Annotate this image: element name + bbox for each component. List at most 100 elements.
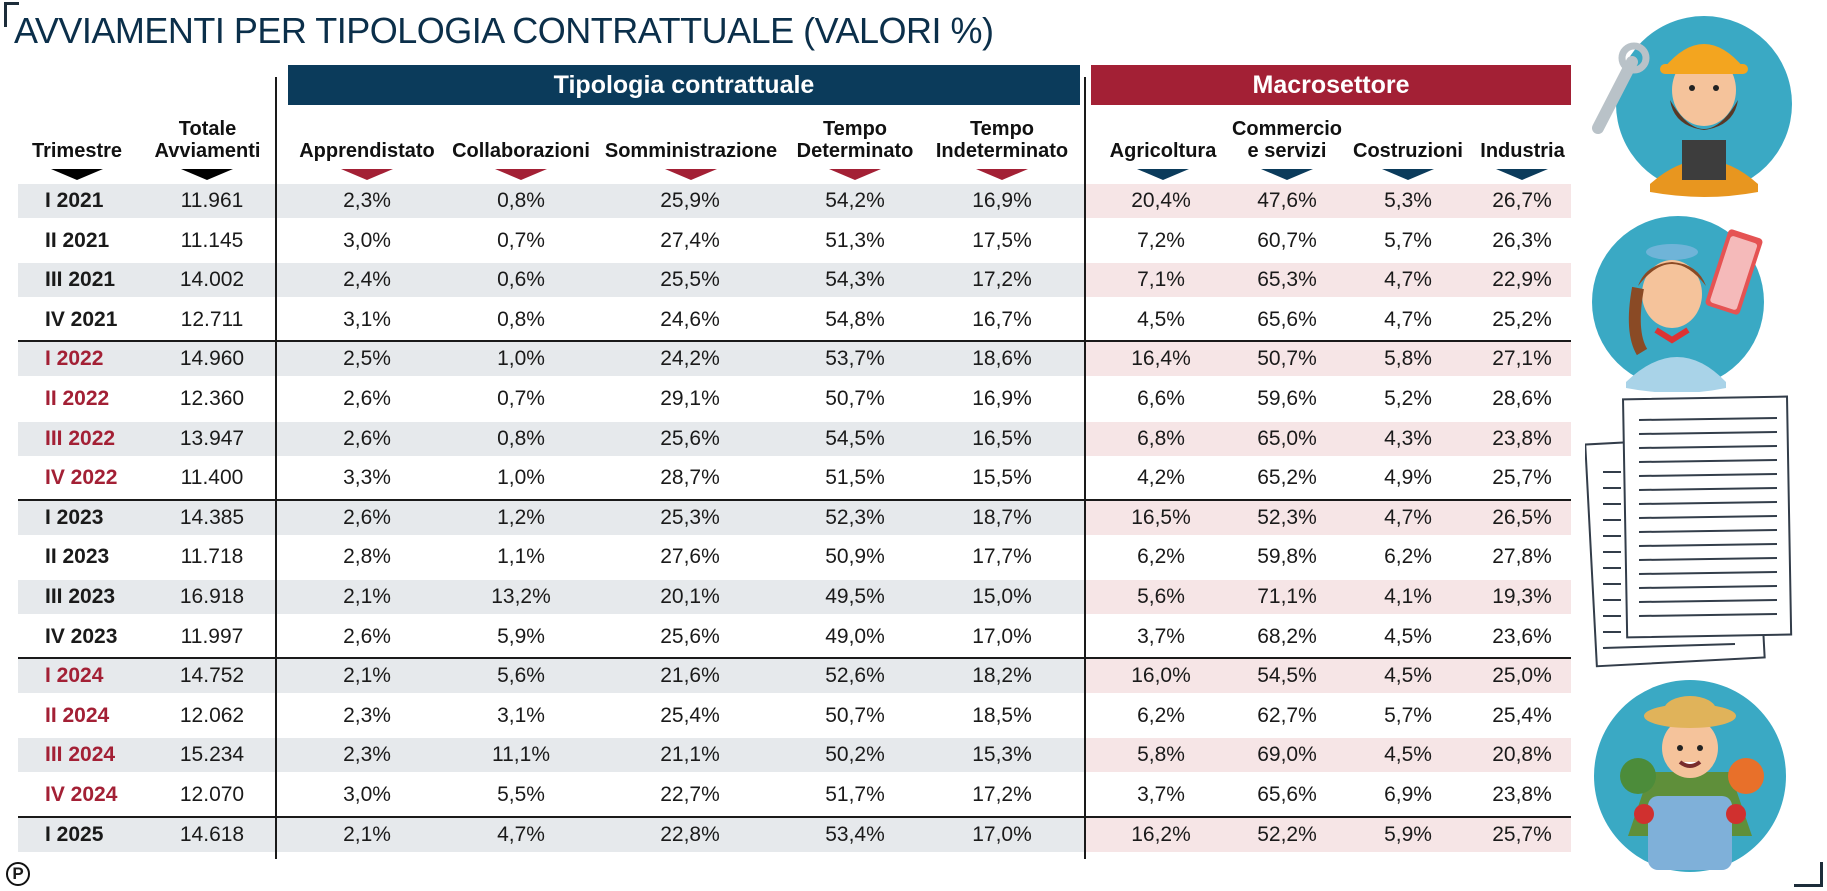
quarter-label: III 2021 (45, 268, 116, 291)
table-cell: 65,3% (1257, 268, 1317, 291)
header-arrow-somministrazione (665, 169, 717, 180)
table-cell: 25,3% (660, 506, 720, 529)
table-cell: 60,7% (1257, 229, 1317, 252)
table-cell: 54,2% (825, 189, 885, 212)
table-cell: 17,0% (972, 625, 1032, 648)
table-cell: 24,2% (660, 347, 720, 370)
quarter-label: II 2024 (45, 704, 110, 727)
table-cell: 14.618 (179, 823, 245, 846)
table-cell: 65,6% (1257, 308, 1317, 331)
table-cell: 1,1% (497, 545, 545, 568)
table-cell: 52,2% (1257, 823, 1317, 846)
table-cell: 25,9% (660, 189, 720, 212)
quarter-label: IV 2023 (45, 625, 118, 648)
table-cell: 17,7% (972, 545, 1032, 568)
table-cell: 23,6% (1492, 625, 1552, 648)
table-cell: 50,7% (1257, 347, 1317, 370)
header-tempo-determinato: Tempo Determinato (796, 118, 914, 162)
table-cell: 5,8% (1137, 743, 1185, 766)
table-cell: 0,7% (497, 387, 545, 410)
table-cell: 1,0% (497, 347, 545, 370)
table-cell: 11.145 (180, 229, 244, 252)
table-cell: 6,9% (1384, 783, 1432, 806)
table-cell: 17,0% (972, 823, 1032, 846)
table-cell: 1,0% (497, 466, 545, 489)
table-cell: 4,2% (1137, 466, 1185, 489)
table-cell: 50,2% (825, 743, 885, 766)
header-arrow-tempo-determinato (829, 169, 881, 180)
row-band-tipologia (18, 422, 1086, 456)
table-cell: 6,6% (1137, 387, 1185, 410)
table-cell: 3,3% (343, 466, 391, 489)
table-cell: 25,4% (660, 704, 720, 727)
table-cell: 0,8% (497, 427, 545, 450)
table-cell: 18,7% (972, 506, 1032, 529)
table-cell: 3,1% (343, 308, 391, 331)
table-cell: 3,1% (497, 704, 545, 727)
quarter-label: III 2022 (45, 427, 116, 450)
table-cell: 68,2% (1257, 625, 1317, 648)
table-cell: 71,1% (1257, 585, 1317, 608)
table-cell: 4,5% (1384, 664, 1432, 687)
table-cell: 11.961 (180, 189, 244, 212)
table-cell: 69,0% (1257, 743, 1317, 766)
table-cell: 14.385 (179, 506, 245, 529)
table-cell: 50,7% (825, 704, 885, 727)
table-cell: 59,6% (1257, 387, 1317, 410)
table-cell: 21,1% (660, 743, 720, 766)
table-cell: 5,7% (1384, 704, 1432, 727)
table-cell: 16,9% (972, 189, 1032, 212)
table-cell: 2,6% (343, 506, 391, 529)
table-cell: 25,0% (1492, 664, 1552, 687)
header-collaborazioni: Collaborazioni (452, 140, 590, 162)
table-cell: 5,6% (1137, 585, 1185, 608)
quarter-label: I 2022 (45, 347, 104, 370)
table-cell: 54,5% (1257, 664, 1317, 687)
table-cell: 2,6% (343, 387, 391, 410)
quarter-label: III 2024 (45, 743, 116, 766)
table-cell: 12.360 (179, 387, 245, 410)
table-cell: 27,6% (660, 545, 720, 568)
table-cell: 20,8% (1492, 743, 1552, 766)
table-cell: 4,3% (1384, 427, 1432, 450)
table-cell: 3,7% (1137, 625, 1185, 648)
table-cell: 2,6% (343, 625, 391, 648)
table-cell: 18,2% (972, 664, 1032, 687)
table-cell: 25,7% (1492, 823, 1552, 846)
row-band-tipologia (18, 184, 1086, 218)
header-agricoltura: Agricoltura (1109, 140, 1217, 162)
table-cell: 16,4% (1131, 347, 1191, 370)
table-cell: 7,1% (1137, 268, 1185, 291)
table-cell: 49,5% (825, 585, 885, 608)
table-cell: 49,0% (825, 625, 885, 648)
table-cell: 3,7% (1137, 783, 1185, 806)
flight-attendant-illustration (1592, 216, 1764, 392)
table-cell: 16,7% (972, 308, 1032, 331)
table-cell: 25,6% (660, 427, 720, 450)
quarter-label: IV 2022 (45, 466, 118, 489)
table-cell: 47,6% (1257, 189, 1317, 212)
table-cell: 6,2% (1137, 704, 1185, 727)
table-cell: 17,2% (972, 783, 1032, 806)
table-cell: 19,3% (1492, 585, 1552, 608)
table-cell: 22,8% (660, 823, 720, 846)
table-cell: 59,8% (1257, 545, 1317, 568)
divider-right (1084, 77, 1086, 859)
header-industria: Industria (1480, 140, 1565, 162)
row-band-macrosettore (1086, 263, 1571, 297)
table-cell: 0,6% (497, 268, 545, 291)
table-cell: 65,6% (1257, 783, 1317, 806)
table-cell: 12.070 (179, 783, 245, 806)
row-band-macrosettore (1086, 580, 1571, 614)
header-arrow-industria (1496, 169, 1548, 180)
table-cell: 5,5% (497, 783, 545, 806)
table-cell: 2,3% (343, 189, 391, 212)
table-cell: 50,9% (825, 545, 885, 568)
group-header-tipologia: Tipologia contrattuale (288, 65, 1080, 105)
table-cell: 15,0% (972, 585, 1032, 608)
row-band-tipologia (18, 738, 1086, 772)
table-cell: 50,7% (825, 387, 885, 410)
table-cell: 23,8% (1492, 427, 1552, 450)
table-cell: 4,7% (497, 823, 545, 846)
table-cell: 25,6% (660, 625, 720, 648)
